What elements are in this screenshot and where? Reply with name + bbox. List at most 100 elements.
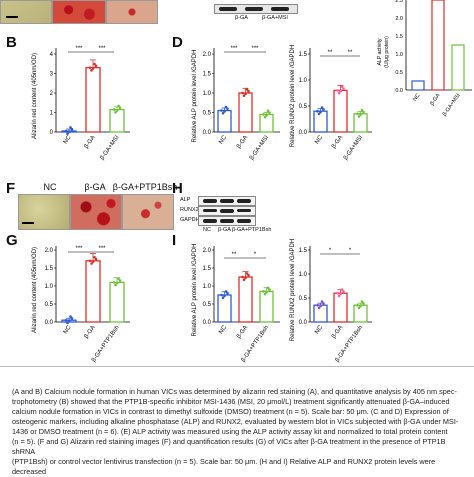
tick-label: 1.0 [45, 284, 54, 290]
data-point [117, 104, 120, 108]
bar [313, 304, 328, 323]
data-point [262, 113, 265, 116]
data-point [88, 259, 92, 263]
blot-c-gapdh [214, 4, 298, 14]
svg-text:**: ** [328, 50, 333, 56]
blot-h-row-gapdh: GAPDH [180, 217, 200, 223]
data-point [317, 306, 321, 310]
figure-caption: (A and B) Calcium nodule formation in hu… [12, 387, 462, 477]
data-point [339, 90, 342, 93]
svg-text:***: *** [75, 46, 83, 52]
data-point [316, 303, 319, 307]
tick-label: 1 [50, 111, 54, 117]
category-label: β-GA [84, 135, 97, 150]
data-point [114, 283, 117, 287]
category-label: β-GA+MSI [99, 134, 120, 161]
panel-letter-i: I [172, 232, 177, 249]
data-point [336, 89, 339, 92]
data-point [90, 262, 93, 265]
data-point [339, 292, 342, 296]
tick-label: 0.0 [203, 320, 212, 326]
tick-label: 1.5 [45, 266, 54, 272]
data-point [263, 292, 267, 296]
data-point [67, 130, 71, 134]
category-label: NC [218, 134, 228, 145]
data-point [316, 109, 319, 113]
tick-label: 1.0 [203, 91, 212, 97]
data-point [266, 286, 270, 290]
bar [313, 110, 328, 133]
micrograph-f-nc [18, 194, 70, 230]
caption-line: calcium nodule formation in VICs in cont… [12, 407, 449, 416]
data-point [226, 291, 229, 295]
data-point [223, 294, 226, 298]
data-point [114, 110, 117, 114]
data-point [112, 108, 116, 111]
data-point [356, 112, 359, 116]
caption-line: osteogenic markers, including alkaline p… [12, 417, 459, 426]
data-point [263, 115, 267, 119]
data-point [67, 319, 71, 323]
panel-letter-d: D [172, 34, 183, 51]
data-point [64, 129, 68, 133]
svg-text:***: *** [98, 46, 106, 52]
panel-letter-g: G [6, 232, 18, 249]
blot-h-row-runx2: RUNX2 [180, 207, 199, 213]
chart-b-alizarin: Alizarin red content (405nm/OD) 0 1 2 3 4 **… [20, 38, 140, 178]
svg-text:**: ** [232, 252, 237, 258]
data-point [117, 277, 120, 281]
data-point [360, 108, 364, 112]
blot-h-alp [198, 196, 256, 206]
category-label: NC [314, 134, 324, 145]
blot-h-row-alp: ALP [180, 197, 191, 203]
chart-i-runx2: Relative RUNX2 protein level /GAPDH 0.0 0… [284, 236, 374, 366]
bar [85, 260, 101, 323]
bar [238, 92, 253, 133]
data-point [88, 66, 92, 69]
data-point [91, 67, 95, 70]
svg-text:***: *** [230, 46, 238, 52]
data-point [342, 290, 345, 293]
chart-g-alizarin: Alizarin red content (405nm/OD) 0.0 0.5 1.… [20, 236, 140, 366]
category-label: β-GA+MSI [343, 134, 364, 161]
bar-e-nc [411, 80, 425, 91]
bar [259, 290, 274, 323]
data-point [70, 317, 74, 320]
data-point [319, 110, 322, 114]
data-point [320, 300, 324, 303]
data-point [268, 288, 271, 291]
tick-label: 3 [50, 72, 54, 78]
data-point [337, 91, 341, 95]
data-point [220, 109, 223, 112]
data-point [359, 113, 362, 116]
panel-letter-h: H [172, 180, 183, 197]
svg-text:***: *** [98, 246, 106, 252]
category-label: NC [63, 324, 73, 335]
micrograph-f-label-ptp: β-GA+PTP1Bsh [112, 182, 178, 192]
sig-b: *** *** [68, 46, 114, 53]
data-point [362, 302, 365, 305]
micrograph-f-label-nc: NC [43, 182, 57, 192]
svg-text:***: *** [75, 246, 83, 252]
data-point [221, 111, 225, 115]
data-point [245, 88, 249, 91]
category-label: β-GA [331, 135, 344, 150]
tick-label: 2.5 [395, 0, 403, 4]
data-point [268, 111, 271, 114]
tick-label: 0.0 [299, 130, 308, 136]
bar [259, 113, 274, 133]
svg-text:***: *** [251, 46, 259, 52]
category-label: NC [63, 134, 73, 145]
data-point [244, 276, 247, 280]
tick-label: 0.0 [45, 320, 54, 326]
tick-label: 2.0 [203, 52, 212, 58]
data-point [69, 315, 72, 318]
category-label: β-GA [236, 135, 249, 150]
micrograph-a-nc [0, 0, 52, 24]
data-point [357, 306, 361, 310]
data-point [112, 281, 116, 284]
chart-e-ylabel-1: ALP activity [377, 38, 383, 65]
category-label: β-GA [84, 325, 97, 340]
blot-h-lane-ga: β-GA [218, 227, 231, 233]
data-point [224, 105, 228, 109]
